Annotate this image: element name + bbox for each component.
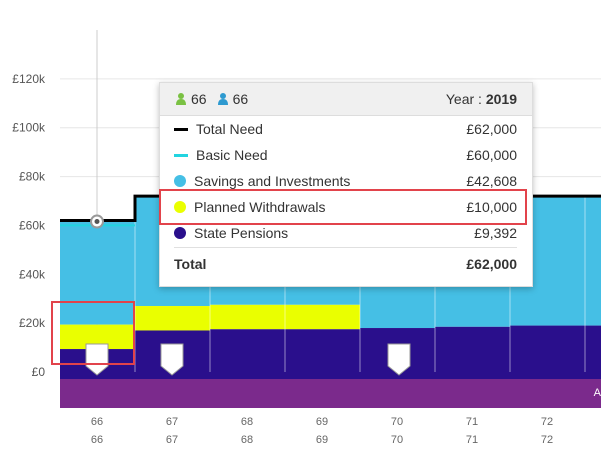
tooltip-row-label: Total Need	[196, 121, 263, 137]
x-tick-label-person2: 71	[466, 434, 478, 446]
bar-withdrawals[interactable]	[210, 304, 285, 330]
bar-savings[interactable]	[585, 196, 601, 326]
x-tick-label-person1: 66	[91, 416, 103, 428]
legend-dot-icon	[174, 227, 186, 239]
chevron-left-icon[interactable]	[70, 188, 88, 216]
bar-pensions[interactable]	[510, 325, 585, 372]
total-label: Total	[174, 256, 207, 272]
tooltip-row-value: £62,000	[466, 121, 517, 137]
person-green-icon	[176, 93, 186, 105]
x-tick-label-person1: 70	[391, 416, 403, 428]
y-tick-label: £100k	[12, 121, 46, 135]
baseline-band	[60, 372, 601, 379]
legend-dot-icon	[174, 201, 186, 213]
x-tick-label-person1: 69	[316, 416, 328, 428]
bar-pensions[interactable]	[435, 326, 510, 372]
highlight-withdrawals-row	[159, 189, 527, 225]
tooltip-row-label: Planned Withdrawals	[194, 199, 326, 215]
tooltip-row-label: Basic Need	[196, 147, 268, 163]
y-tick-label: £20k	[19, 316, 46, 330]
x-tick-label-person1: 71	[466, 416, 478, 428]
tooltip-row-value: £9,392	[474, 225, 517, 241]
tooltip-row: Planned Withdrawals £10,000	[174, 196, 517, 218]
bar-withdrawals[interactable]	[135, 306, 210, 331]
tooltip-row: Basic Need £60,000	[174, 144, 517, 166]
legend-line-icon	[174, 153, 188, 157]
tooltip-row: Savings and Investments £42,608	[174, 170, 517, 192]
event-marker-icon[interactable]	[160, 343, 184, 376]
y-tick-label: £120k	[12, 72, 46, 86]
tooltip-divider	[174, 247, 517, 248]
event-marker-icon[interactable]	[85, 343, 109, 376]
bar-savings[interactable]	[60, 220, 135, 325]
hover-point-center	[94, 219, 100, 225]
highlight-withdrawals-bar	[51, 301, 135, 365]
tooltip-total-row: Total £62,000	[174, 256, 517, 272]
x-tick-label-person1: 67	[166, 416, 178, 428]
tooltip-row: State Pensions £9,392	[174, 222, 517, 244]
y-tick-label: £0	[32, 365, 46, 379]
bar-pensions[interactable]	[210, 329, 285, 372]
life-event-ribbon[interactable]: A	[60, 379, 601, 408]
y-tick-label: £40k	[19, 267, 46, 281]
x-tick-label-person2: 70	[391, 434, 403, 446]
y-tick-label: £60k	[19, 218, 46, 232]
bar-pensions[interactable]	[585, 325, 601, 372]
legend-dot-icon	[174, 175, 186, 187]
tooltip-row-value: £10,000	[466, 199, 517, 215]
total-value: £62,000	[466, 256, 517, 272]
x-tick-label-person1: 68	[241, 416, 253, 428]
person2-age: 66	[232, 91, 249, 107]
event-marker-icon[interactable]	[387, 343, 411, 376]
x-tick-label-person2: 69	[316, 434, 328, 446]
tooltip-row: Total Need £62,000	[174, 118, 517, 140]
person1-age: 66	[191, 91, 207, 107]
ribbon-label: A	[593, 387, 601, 399]
bar-withdrawals[interactable]	[285, 304, 360, 330]
tooltip-year: Year : 2019	[445, 91, 517, 107]
bar-pensions[interactable]	[285, 329, 360, 372]
y-tick-label: £80k	[19, 170, 46, 184]
legend-line-icon	[174, 127, 188, 131]
person-blue-icon	[217, 93, 228, 105]
x-tick-label-person2: 66	[91, 434, 103, 446]
chart-tooltip: 66 66 Year : 2019 Total Need £62,000 Basic…	[159, 82, 533, 287]
x-tick-label-person2: 67	[166, 434, 178, 446]
x-tick-label-person1: 72	[541, 416, 553, 428]
tooltip-row-value: £60,000	[466, 147, 517, 163]
tooltip-header: 66 66 Year : 2019	[160, 83, 532, 116]
x-tick-label-person2: 68	[241, 434, 253, 446]
x-tick-label-person2: 72	[541, 434, 553, 446]
tooltip-row-label: State Pensions	[194, 225, 289, 241]
tooltip-row-label: Savings and Investments	[194, 173, 351, 189]
tooltip-row-value: £42,608	[466, 173, 517, 189]
